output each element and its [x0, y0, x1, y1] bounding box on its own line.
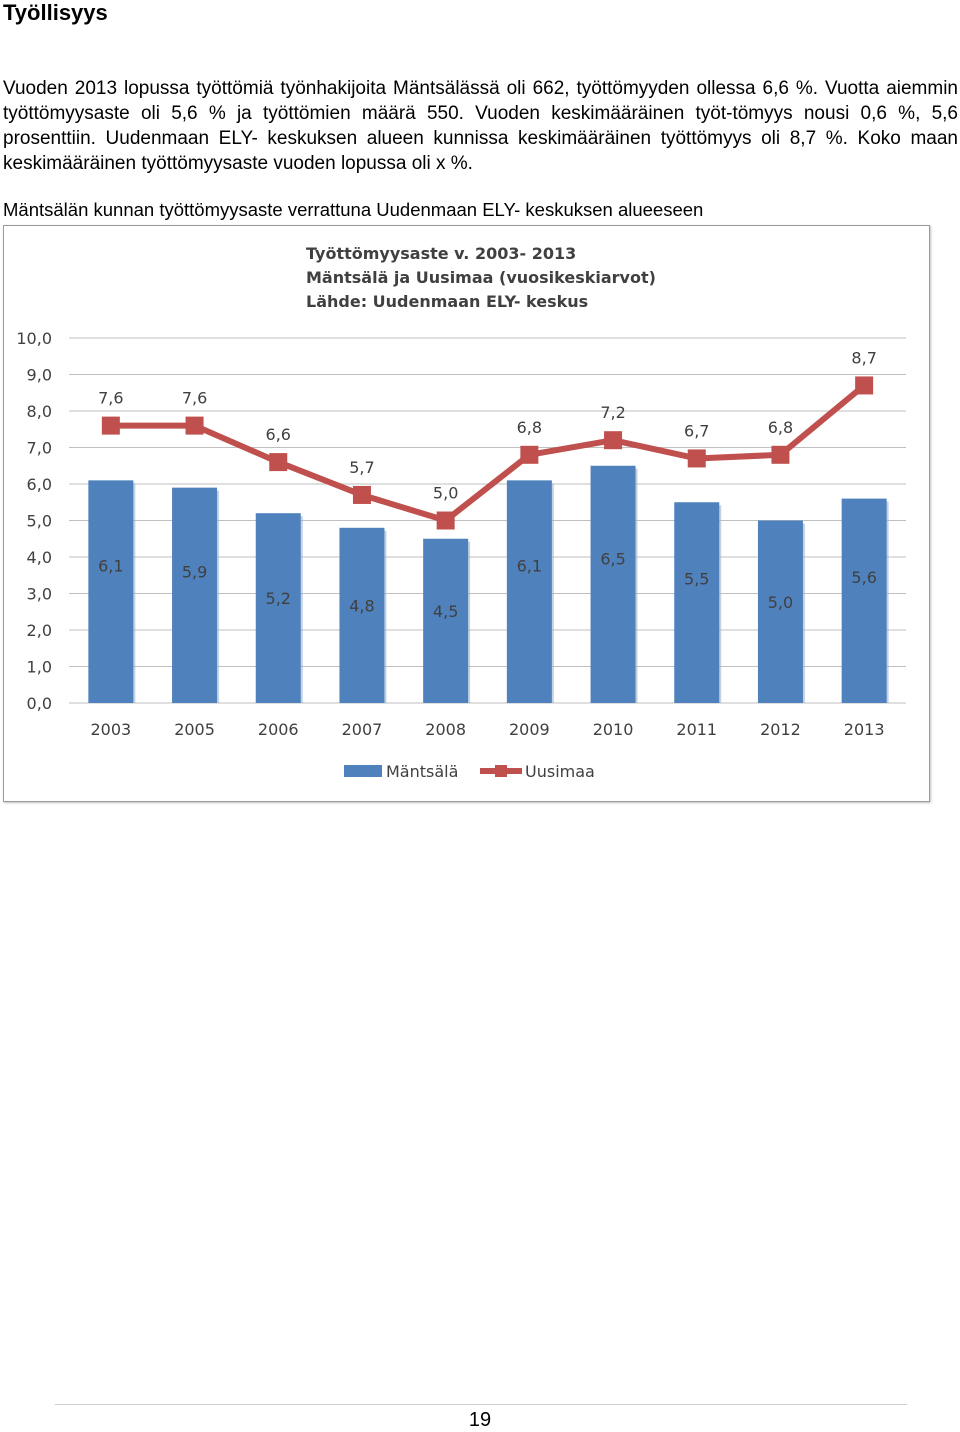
y-tick-label: 1,0: [27, 658, 52, 677]
section-heading: Työllisyys: [3, 0, 108, 25]
y-tick-label: 8,0: [27, 402, 52, 421]
bar-mantsala: [590, 465, 636, 703]
bar-mantsala: [506, 480, 552, 703]
unemployment-chart: Työttömyysaste v. 2003- 2013 Mäntsälä ja…: [16, 244, 906, 781]
bar-mantsala: [172, 487, 218, 703]
y-tick-label: 9,0: [27, 366, 52, 385]
y-tick-label: 3,0: [27, 585, 52, 604]
line-value-label: 5,7: [349, 458, 374, 477]
bar-value-label: 5,9: [182, 562, 207, 581]
line-marker-uusimaa: [436, 511, 455, 530]
line-value-label: 7,2: [600, 403, 625, 422]
bar-value-label: 5,5: [684, 570, 709, 589]
y-tick-label: 0,0: [27, 694, 52, 713]
x-tick-label: 2010: [593, 720, 634, 739]
line-marker-uusimaa: [101, 416, 120, 435]
x-tick-label: 2003: [90, 720, 131, 739]
legend-marker-uusimaa: [495, 765, 507, 777]
chart-title-line-2: Mäntsälä ja Uusimaa (vuosikeskiarvot): [306, 268, 656, 287]
line-value-label: 7,6: [182, 389, 207, 408]
y-tick-label: 2,0: [27, 621, 52, 640]
body-paragraph: Vuoden 2013 lopussa työttömiä työnhakijo…: [3, 78, 958, 174]
line-value-label: 6,8: [517, 418, 542, 437]
line-value-label: 8,7: [851, 348, 876, 367]
bar-value-label: 5,6: [851, 568, 876, 587]
line-marker-uusimaa: [352, 485, 371, 504]
y-tick-label: 6,0: [27, 475, 52, 494]
line-marker-uusimaa: [855, 376, 874, 395]
line-value-label: 6,6: [266, 425, 291, 444]
line-marker-uusimaa: [687, 449, 706, 468]
legend-swatch-mantsala: [344, 765, 382, 777]
x-tick-label: 2006: [258, 720, 299, 739]
line-marker-uusimaa: [771, 445, 790, 464]
x-tick-label: 2008: [425, 720, 466, 739]
bar-mantsala: [757, 520, 803, 703]
y-tick-label: 5,0: [27, 512, 52, 531]
y-tick-label: 10,0: [16, 329, 52, 348]
page-number: 19: [468, 1409, 492, 1431]
bar-mantsala: [339, 527, 385, 703]
bar-mantsala: [423, 538, 469, 703]
line-value-label: 6,8: [768, 418, 793, 437]
chart-title-line-3: Lähde: Uudenmaan ELY- keskus: [306, 292, 588, 311]
footer-divider: [55, 1404, 907, 1405]
x-tick-label: 2005: [174, 720, 215, 739]
bar-value-label: 5,0: [768, 593, 793, 612]
x-tick-label: 2013: [844, 720, 885, 739]
chart-title-line-1: Työttömyysaste v. 2003- 2013: [306, 244, 576, 263]
x-tick-label: 2012: [760, 720, 801, 739]
line-uusimaa: [110, 383, 867, 524]
chart-frame: Työttömyysaste v. 2003- 2013 Mäntsälä ja…: [3, 225, 930, 802]
bar-mantsala: [88, 480, 134, 703]
y-tick-label: 4,0: [27, 548, 52, 567]
line-value-label: 5,0: [433, 484, 458, 503]
bar-mantsala: [841, 498, 887, 703]
legend-label-uusimaa: Uusimaa: [525, 762, 595, 781]
bar-value-label: 4,5: [433, 602, 458, 621]
bar-value-label: 6,1: [98, 557, 123, 576]
line-marker-uusimaa: [604, 431, 623, 450]
line-value-label: 6,7: [684, 421, 709, 440]
x-tick-label: 2011: [676, 720, 717, 739]
legend-label-mantsala: Mäntsälä: [386, 762, 458, 781]
bar-value-label: 4,8: [349, 596, 374, 615]
x-tick-label: 2007: [342, 720, 383, 739]
y-tick-label: 7,0: [27, 439, 52, 458]
bar-value-label: 6,5: [600, 549, 625, 568]
bar-mantsala: [255, 513, 301, 703]
bar-mantsala: [674, 502, 720, 703]
line-value-label: 7,6: [98, 389, 123, 408]
line-marker-uusimaa: [269, 453, 288, 472]
bar-value-label: 6,1: [517, 557, 542, 576]
bar-value-label: 5,2: [266, 589, 291, 608]
x-tick-label: 2009: [509, 720, 550, 739]
line-marker-uusimaa: [185, 416, 204, 435]
chart-caption: Mäntsälän kunnan työttömyysaste verrattu…: [3, 199, 704, 220]
line-marker-uusimaa: [520, 445, 539, 464]
